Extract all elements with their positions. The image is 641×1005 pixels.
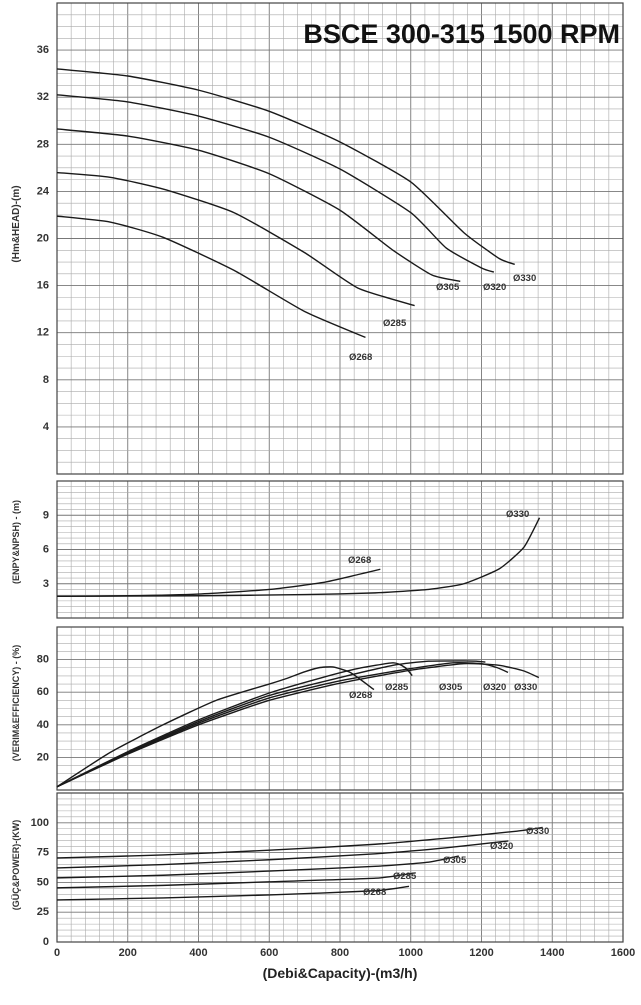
svg-text:1000: 1000 [399, 947, 423, 959]
svg-text:400: 400 [189, 947, 207, 959]
svg-text:3: 3 [43, 578, 49, 590]
svg-text:Ø285: Ø285 [383, 318, 407, 329]
svg-text:(ENPY&NPSH) - (m): (ENPY&NPSH) - (m) [11, 500, 21, 584]
svg-text:20: 20 [37, 233, 49, 245]
svg-text:(Hm&HEAD)-(m): (Hm&HEAD)-(m) [11, 185, 22, 262]
svg-text:50: 50 [37, 876, 49, 888]
svg-text:Ø305: Ø305 [443, 855, 467, 866]
svg-text:600: 600 [260, 947, 278, 959]
svg-text:9: 9 [43, 509, 49, 521]
svg-text:(GÜÇ&POWER)-(KW): (GÜÇ&POWER)-(KW) [11, 820, 21, 910]
svg-text:24: 24 [37, 185, 50, 197]
svg-text:Ø330: Ø330 [526, 826, 549, 837]
svg-text:BSCE 300-315 1500 RPM: BSCE 300-315 1500 RPM [303, 19, 620, 49]
svg-text:60: 60 [37, 686, 49, 698]
svg-text:80: 80 [37, 654, 49, 666]
svg-text:Ø285: Ø285 [385, 682, 409, 693]
svg-text:0: 0 [54, 947, 60, 959]
svg-text:Ø320: Ø320 [483, 282, 506, 293]
svg-text:12: 12 [37, 327, 49, 339]
svg-text:8: 8 [43, 374, 49, 386]
svg-text:Ø320: Ø320 [490, 841, 513, 852]
svg-text:Ø268: Ø268 [349, 690, 372, 701]
svg-text:Ø305: Ø305 [439, 682, 463, 693]
svg-text:Ø285: Ø285 [393, 871, 417, 882]
svg-text:32: 32 [37, 91, 49, 103]
svg-text:Ø330: Ø330 [506, 509, 529, 520]
svg-text:200: 200 [119, 947, 137, 959]
svg-text:40: 40 [37, 719, 49, 731]
svg-text:Ø268: Ø268 [363, 887, 386, 898]
svg-text:36: 36 [37, 44, 49, 56]
svg-text:Ø330: Ø330 [513, 273, 536, 284]
svg-text:Ø268: Ø268 [348, 555, 371, 566]
svg-text:(VERIM&EFFICIENCY) - (%): (VERIM&EFFICIENCY) - (%) [11, 645, 21, 762]
svg-text:1200: 1200 [469, 947, 493, 959]
svg-text:(Debi&Capacity)-(m3/h): (Debi&Capacity)-(m3/h) [263, 965, 418, 981]
svg-text:1600: 1600 [611, 947, 635, 959]
svg-text:100: 100 [31, 817, 49, 829]
svg-text:0: 0 [43, 936, 49, 948]
svg-text:Ø330: Ø330 [514, 682, 537, 693]
svg-text:20: 20 [37, 751, 49, 763]
svg-text:Ø320: Ø320 [483, 682, 506, 693]
svg-text:16: 16 [37, 280, 49, 292]
svg-text:28: 28 [37, 138, 49, 150]
svg-text:25: 25 [37, 906, 49, 918]
svg-text:Ø268: Ø268 [349, 352, 372, 363]
svg-text:Ø305: Ø305 [436, 282, 460, 293]
svg-text:1400: 1400 [540, 947, 564, 959]
svg-text:800: 800 [331, 947, 349, 959]
svg-text:4: 4 [43, 421, 50, 433]
svg-text:6: 6 [43, 544, 49, 556]
svg-text:75: 75 [37, 847, 49, 859]
